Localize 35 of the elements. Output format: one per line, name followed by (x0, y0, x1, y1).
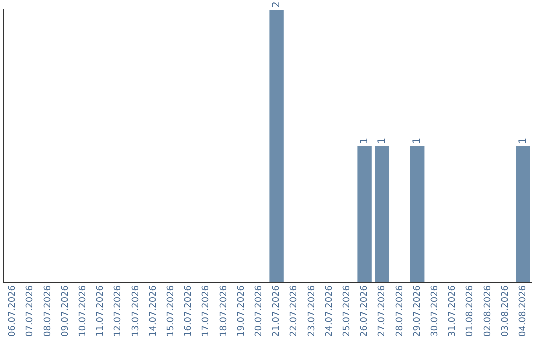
x-tick-label: 24.07.2026 (324, 285, 335, 337)
x-tick-label: 28.07.2026 (395, 285, 406, 337)
x-tick-label: 26.07.2026 (360, 285, 370, 337)
data-label: 2 (271, 2, 282, 8)
x-tick-label: 07.07.2026 (26, 285, 36, 337)
x-tick-label: 14.07.2026 (148, 285, 159, 337)
x-tick-label: 13.07.2026 (131, 285, 142, 337)
x-tick-label: 09.07.2026 (60, 285, 71, 337)
x-tick-label: 19.07.2026 (236, 285, 247, 337)
x-tick-label: 30.07.2026 (430, 285, 441, 337)
x-tick-label: 22.07.2026 (290, 285, 300, 337)
data-label: 1 (412, 138, 424, 144)
data-label: 1 (518, 138, 529, 144)
x-tick-label: 23.07.2026 (307, 285, 318, 337)
x-tick-label: 21.07.2026 (272, 285, 282, 337)
x-tick-label: 15.07.2026 (166, 285, 177, 337)
data-label: 1 (359, 138, 370, 144)
x-tick-label: 08.07.2026 (43, 285, 54, 337)
x-tick-label: 18.07.2026 (219, 285, 230, 337)
x-tick-label: 01.08.2026 (466, 285, 476, 337)
x-tick-label: 31.07.2026 (448, 285, 458, 337)
x-tick-label: 25.07.2026 (342, 285, 353, 337)
x-tick-label: 03.08.2026 (500, 285, 511, 337)
x-tick-label: 12.07.2026 (114, 285, 124, 337)
x-tick-label: 02.08.2026 (483, 285, 494, 337)
x-tick-label: 17.07.2026 (202, 285, 212, 337)
x-tick-label: 16.07.2026 (184, 285, 194, 337)
x-tick-label: 11.07.2026 (96, 285, 106, 337)
x-tick-label: 29.07.2026 (412, 285, 423, 337)
data-label: 1 (376, 138, 388, 144)
x-tick-label: 04.08.2026 (518, 285, 529, 337)
x-tick-label: 10.07.2026 (78, 285, 89, 337)
x-tick-label: 20.07.2026 (254, 285, 265, 337)
x-tick-label: 06.07.2026 (8, 285, 18, 337)
x-tick-label: 27.07.2026 (378, 285, 388, 337)
